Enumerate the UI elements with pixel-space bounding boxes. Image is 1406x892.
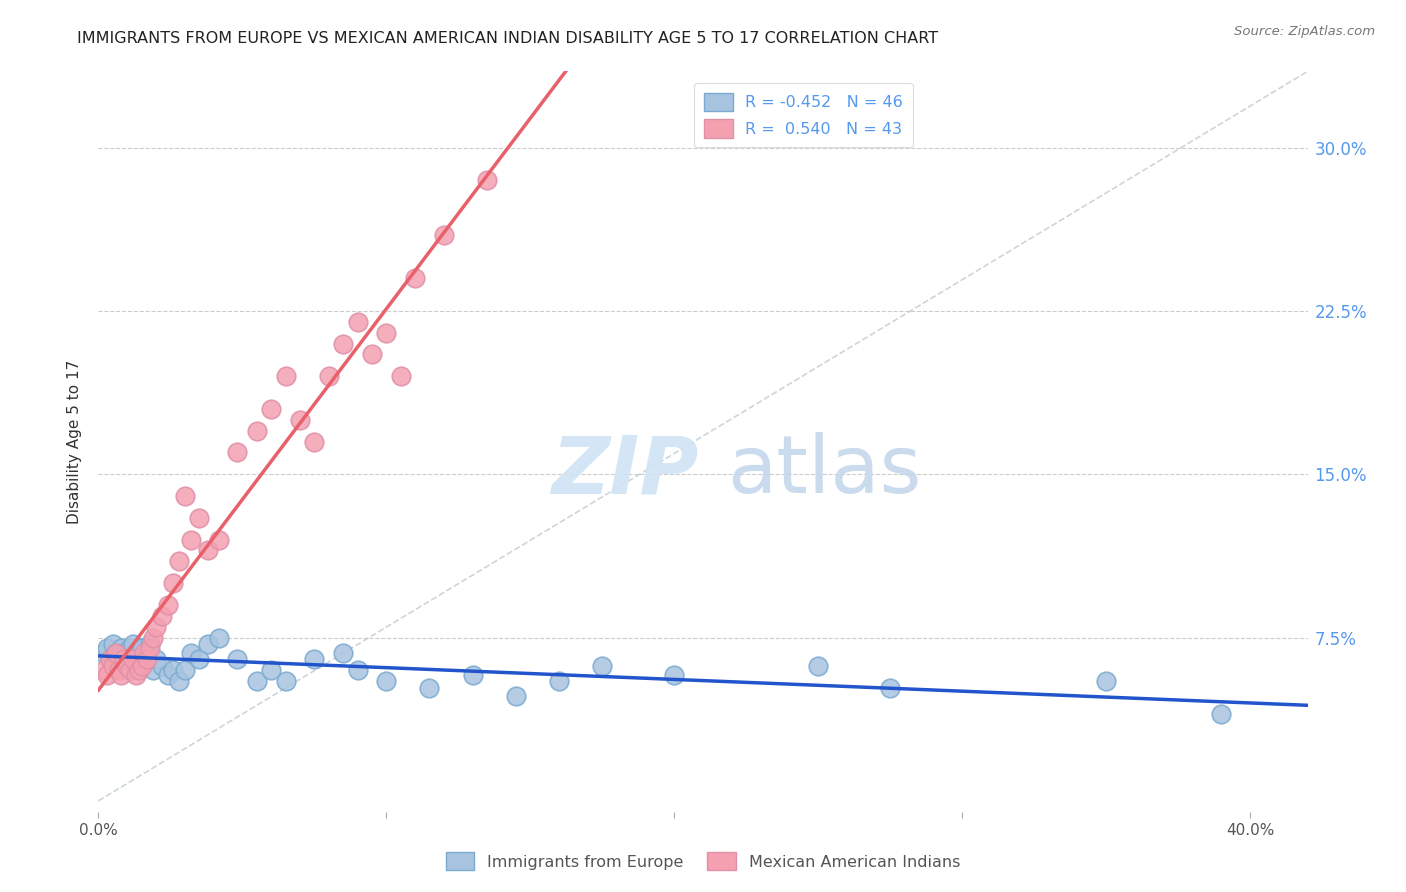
Text: ZIP: ZIP [551, 432, 699, 510]
Point [260, 663, 283, 677]
Point [505, 690, 527, 704]
Point [150, 658, 173, 673]
Point [145, 652, 167, 666]
Point [418, 681, 440, 695]
Point [136, 652, 159, 666]
Point [346, 315, 368, 329]
Point [173, 489, 195, 503]
Point [246, 424, 269, 438]
Point [101, 658, 124, 673]
Point [208, 533, 231, 547]
Point [98, 652, 121, 666]
Point [156, 598, 179, 612]
Point [304, 652, 326, 666]
Point [156, 667, 179, 681]
Text: atlas: atlas [727, 432, 921, 510]
Point [288, 413, 311, 427]
Point [548, 674, 571, 689]
Point [104, 646, 127, 660]
Point [180, 646, 202, 660]
Point [375, 326, 398, 340]
Legend: R = -0.452   N = 46, R =  0.540   N = 43: R = -0.452 N = 46, R = 0.540 N = 43 [695, 83, 912, 147]
Point [188, 652, 211, 666]
Point [110, 641, 132, 656]
Point [807, 658, 830, 673]
Point [131, 658, 153, 673]
Point [122, 652, 145, 666]
Point [167, 674, 190, 689]
Point [93, 663, 115, 677]
Y-axis label: Disability Age 5 to 17: Disability Age 5 to 17 [67, 359, 83, 524]
Point [122, 637, 145, 651]
Point [120, 663, 142, 677]
Point [162, 576, 184, 591]
Point [101, 637, 124, 651]
Point [93, 646, 115, 660]
Point [375, 674, 398, 689]
Point [142, 631, 165, 645]
Point [1211, 706, 1233, 721]
Point [110, 667, 132, 681]
Point [246, 674, 269, 689]
Point [131, 641, 153, 656]
Point [225, 445, 247, 459]
Point [96, 641, 118, 656]
Point [134, 646, 156, 660]
Point [115, 658, 138, 673]
Point [107, 663, 129, 677]
Point [134, 652, 156, 666]
Point [332, 336, 354, 351]
Point [125, 667, 148, 681]
Point [128, 663, 150, 677]
Point [879, 681, 901, 695]
Point [197, 543, 219, 558]
Point [433, 227, 456, 242]
Point [112, 652, 135, 666]
Point [167, 554, 190, 568]
Point [125, 652, 148, 666]
Point [120, 641, 142, 656]
Point [180, 533, 202, 547]
Point [225, 652, 247, 666]
Point [96, 667, 118, 681]
Point [173, 663, 195, 677]
Point [361, 347, 384, 361]
Point [318, 369, 340, 384]
Point [304, 434, 326, 449]
Point [475, 173, 498, 187]
Point [150, 608, 173, 623]
Point [112, 646, 135, 660]
Point [664, 667, 686, 681]
Point [145, 619, 167, 633]
Point [107, 652, 129, 666]
Point [98, 652, 121, 666]
Point [104, 646, 127, 660]
Point [389, 369, 412, 384]
Point [139, 641, 162, 656]
Point [260, 401, 283, 416]
Point [115, 652, 138, 666]
Point [142, 663, 165, 677]
Legend: Immigrants from Europe, Mexican American Indians: Immigrants from Europe, Mexican American… [439, 846, 967, 877]
Point [274, 369, 297, 384]
Point [274, 674, 297, 689]
Point [128, 646, 150, 660]
Point [197, 637, 219, 651]
Point [404, 271, 426, 285]
Point [136, 646, 159, 660]
Point [139, 637, 162, 651]
Point [346, 663, 368, 677]
Point [208, 631, 231, 645]
Point [591, 658, 613, 673]
Text: IMMIGRANTS FROM EUROPE VS MEXICAN AMERICAN INDIAN DISABILITY AGE 5 TO 17 CORRELA: IMMIGRANTS FROM EUROPE VS MEXICAN AMERIC… [77, 31, 938, 46]
Point [162, 663, 184, 677]
Point [461, 667, 484, 681]
Point [188, 510, 211, 524]
Point [332, 646, 354, 660]
Text: Source: ZipAtlas.com: Source: ZipAtlas.com [1234, 25, 1375, 38]
Point [1095, 674, 1118, 689]
